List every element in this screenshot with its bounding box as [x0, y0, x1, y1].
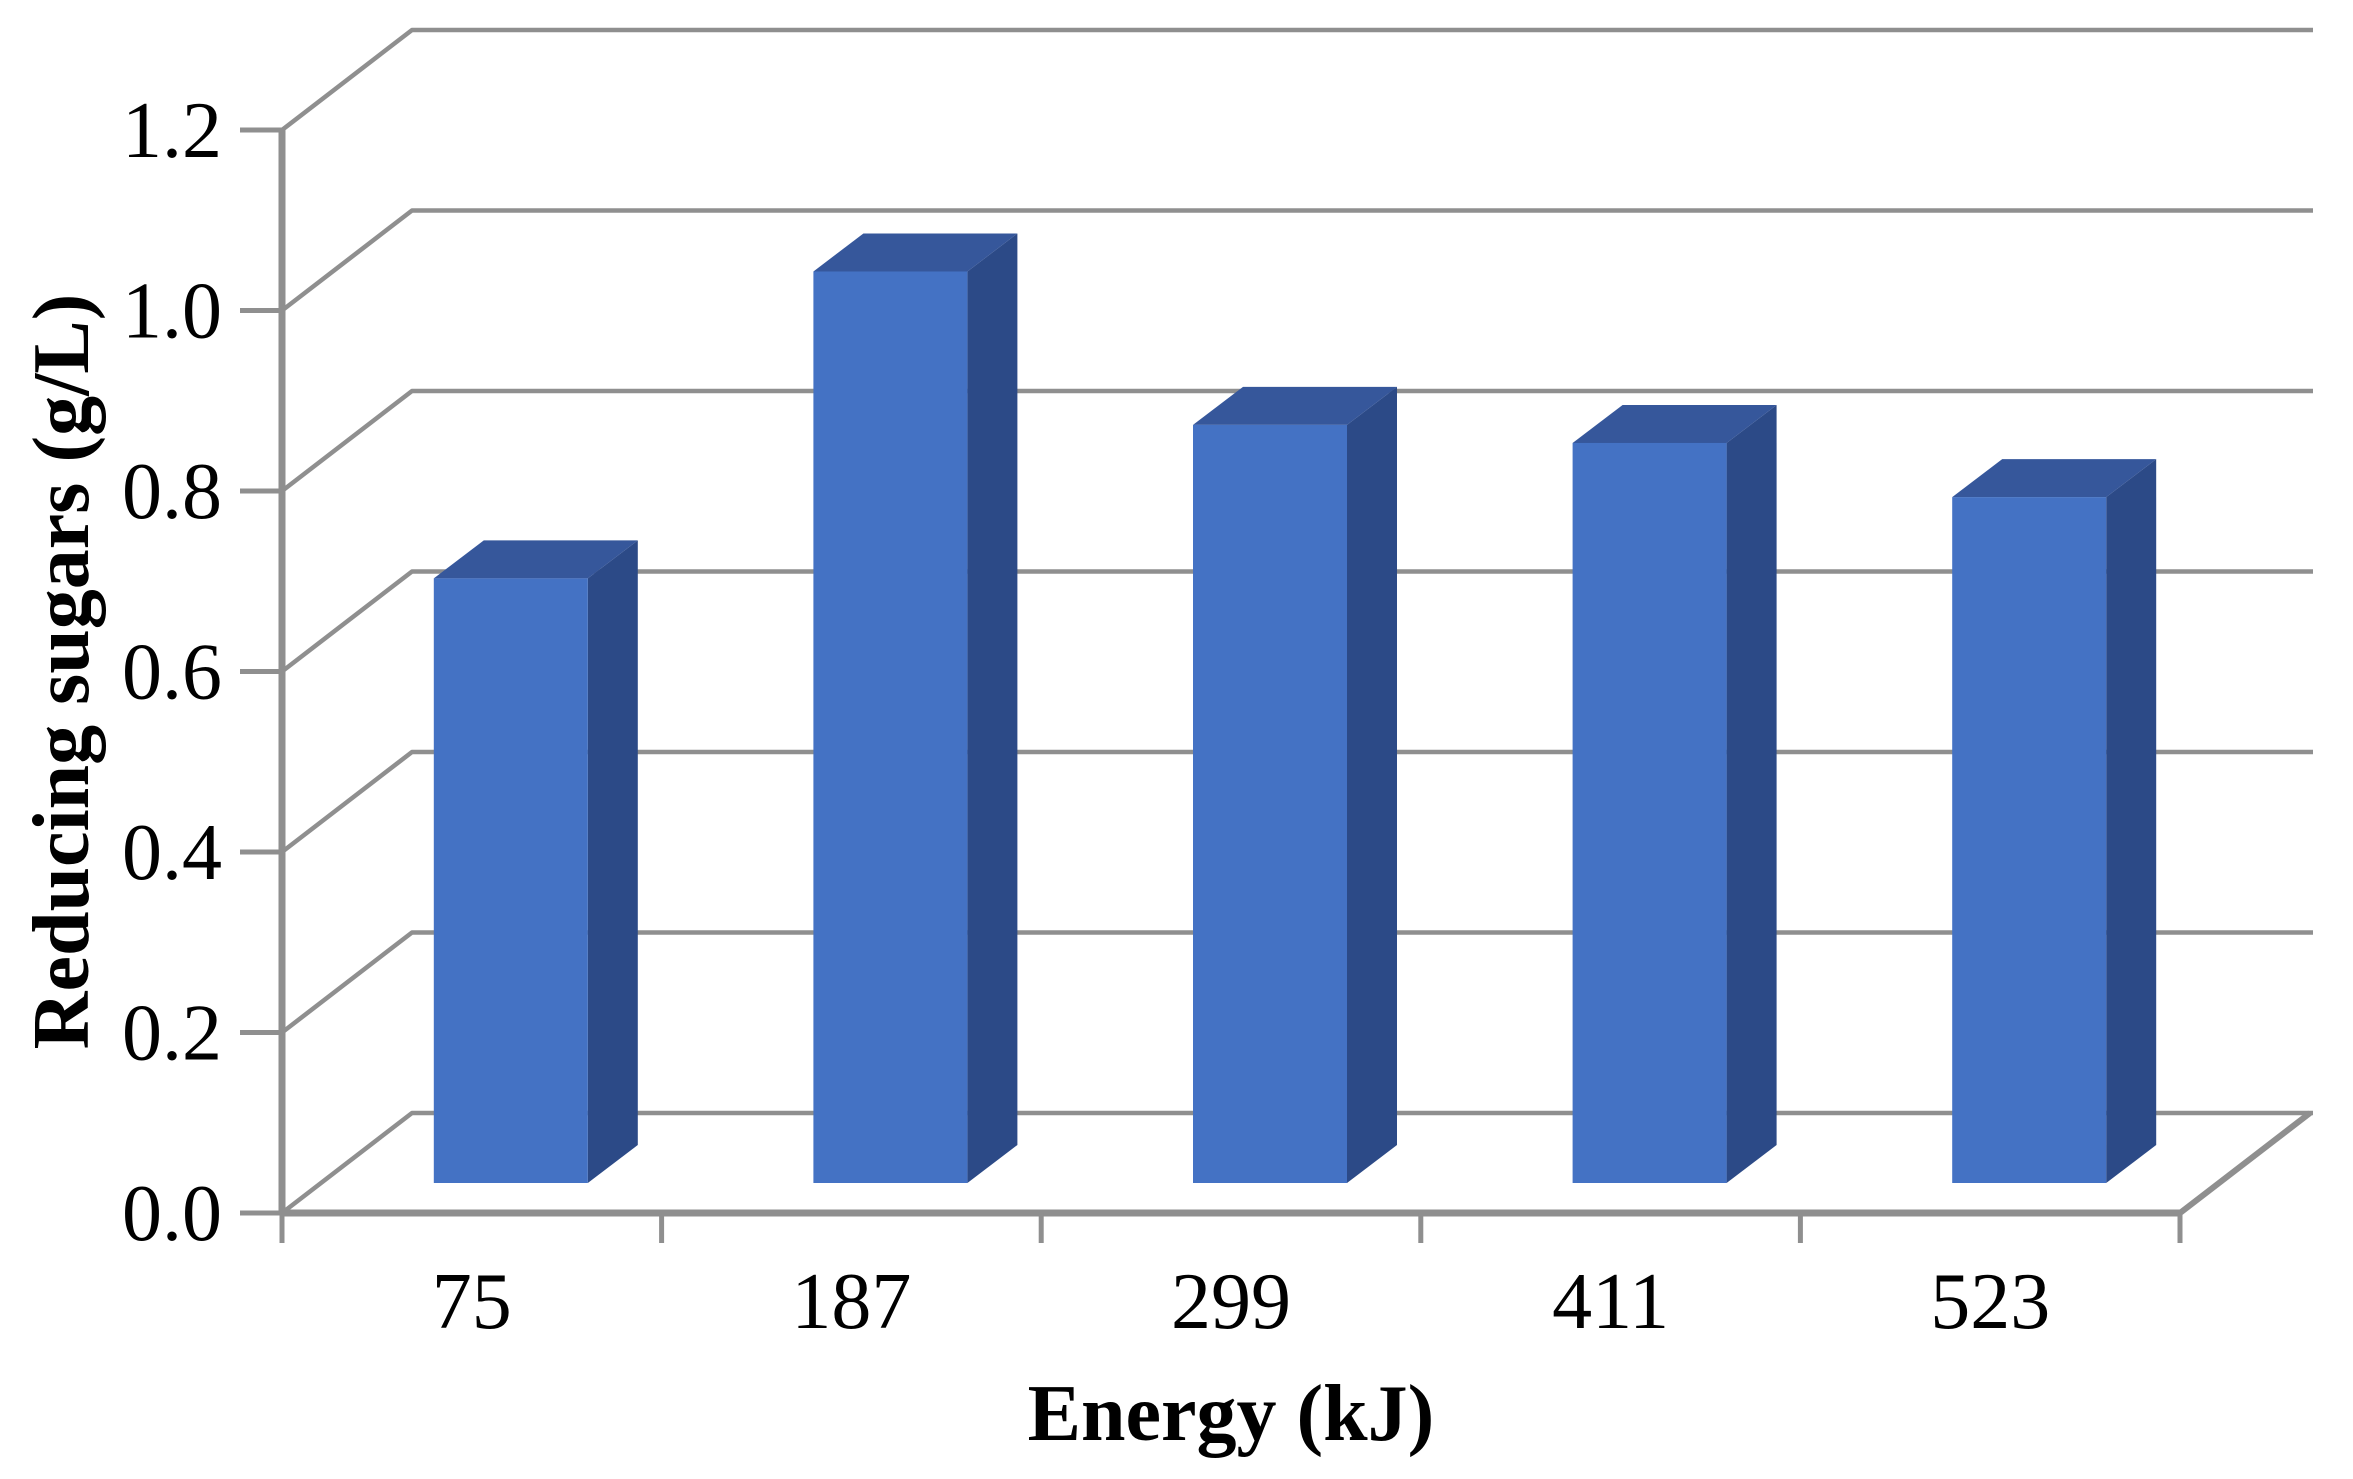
gridlines	[240, 27, 2313, 1216]
y-tick-label: 0.8	[122, 448, 222, 536]
x-tick-label: 187	[791, 1258, 911, 1346]
y-tick-label: 0.2	[122, 990, 222, 1078]
x-tick-label: 299	[1171, 1258, 1291, 1346]
bar-top-face	[1952, 459, 2157, 498]
bar-top-face	[813, 233, 1018, 272]
bar-front-face	[1193, 424, 1347, 1183]
gridline	[280, 27, 2313, 132]
x-tick-label: 523	[1930, 1258, 2050, 1346]
axes	[278, 130, 2312, 1243]
bar-front-face	[1572, 442, 1727, 1183]
x-tick-label: 75	[432, 1258, 512, 1346]
gridline	[280, 208, 2313, 313]
y-tick-label: 0.4	[122, 809, 222, 897]
bar-side-face	[967, 233, 1018, 1184]
bar	[1952, 459, 2157, 1184]
bar-top-face	[1193, 386, 1397, 425]
bar	[1193, 386, 1397, 1183]
bar	[433, 540, 638, 1183]
y-axis-title: Reducing sugars (g/L)	[18, 294, 106, 1050]
x-tick-label: 411	[1552, 1258, 1669, 1346]
bar	[813, 233, 1018, 1184]
bar-side-face	[2106, 459, 2157, 1184]
gridline	[280, 388, 2313, 493]
y-tick-label: 1.2	[122, 87, 222, 175]
bar-side-face	[1347, 386, 1397, 1183]
bar-top-face	[433, 540, 638, 579]
bar-side-face	[587, 540, 638, 1183]
floor-right-edge	[2178, 1110, 2312, 1216]
bar	[1572, 404, 1777, 1183]
bars	[433, 233, 2157, 1184]
y-tick-label: 1.0	[122, 268, 222, 356]
bar-front-face	[1952, 497, 2107, 1184]
bar-top-face	[1572, 404, 1777, 443]
y-tick-label: 0.0	[122, 1170, 222, 1258]
axis-labels: 0.0 0.2 0.4 0.6 0.8 1.0 1.2 75 187 299 411 523 Energ…	[18, 87, 2050, 1458]
x-axis-title: Energy (kJ)	[1028, 1370, 1435, 1458]
bar-front-face	[813, 271, 968, 1184]
bar-side-face	[1726, 404, 1777, 1183]
bar-front-face	[433, 578, 588, 1183]
y-tick-label: 0.6	[122, 629, 222, 717]
